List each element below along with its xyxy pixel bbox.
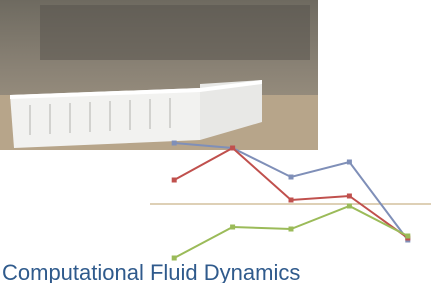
line-chart bbox=[172, 141, 411, 261]
point-marker bbox=[230, 225, 235, 230]
slide: Computational Fluid Dynamics bbox=[0, 0, 431, 283]
slide-title: Computational Fluid Dynamics bbox=[2, 260, 300, 283]
point-marker bbox=[289, 198, 294, 203]
series-line bbox=[174, 143, 408, 240]
point-marker bbox=[289, 227, 294, 232]
page: {"title": "Computational Fluid Dynamics"… bbox=[0, 0, 431, 283]
point-marker bbox=[347, 194, 352, 199]
point-marker bbox=[347, 160, 352, 165]
point-marker bbox=[172, 141, 177, 146]
point-marker bbox=[289, 175, 294, 180]
point-marker bbox=[405, 234, 410, 239]
point-marker bbox=[172, 178, 177, 183]
photo bbox=[0, 0, 318, 150]
point-marker bbox=[347, 204, 352, 209]
point-marker bbox=[230, 146, 235, 151]
